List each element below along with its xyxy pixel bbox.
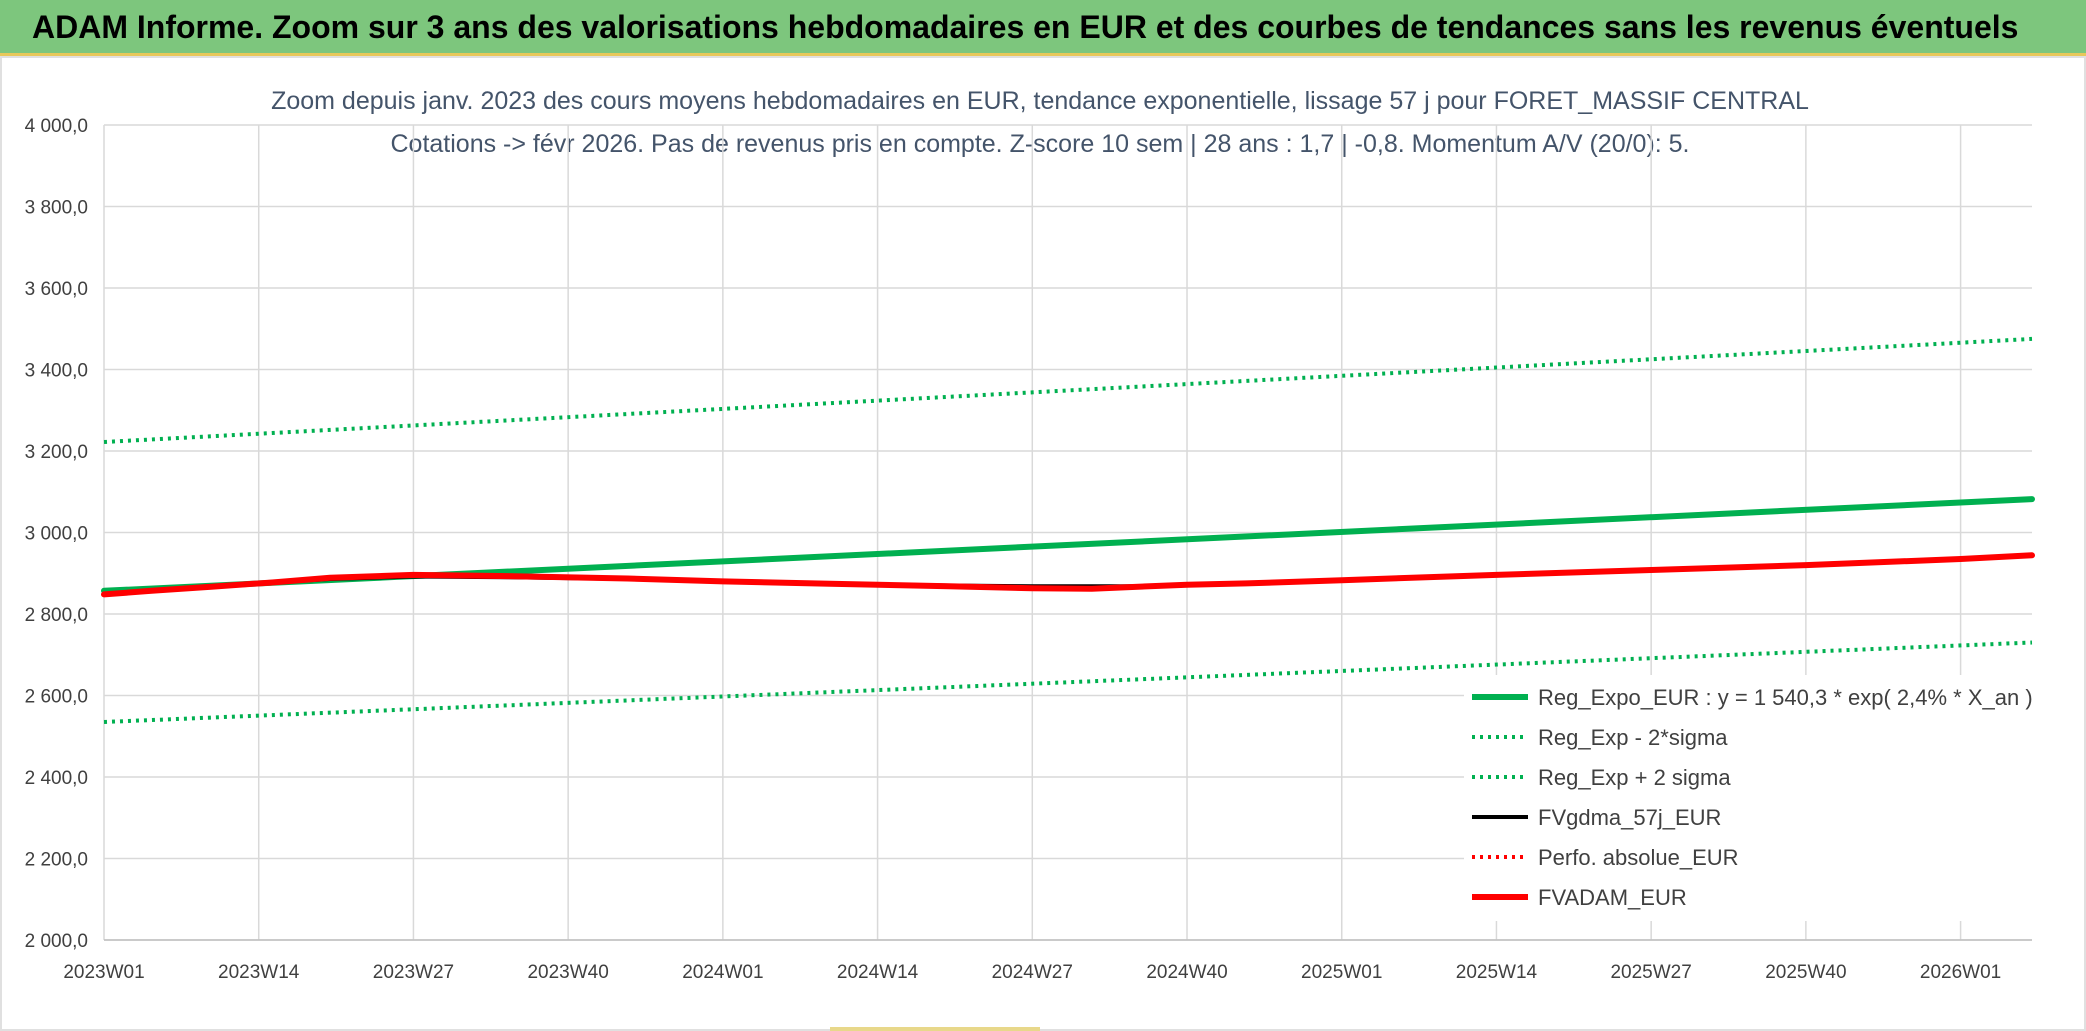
report-title: ADAM Informe. Zoom sur 3 ans des valoris… [32,9,2019,45]
x-axis-ticks: 2023W01 2023W14 2023W27 2023W40 2024W01 2024W… [63,962,2001,983]
x-tick-label: 2025W40 [1765,962,1846,983]
x-tick-label: 2025W27 [1610,962,1691,983]
y-tick-label: 3 800,0 [25,198,88,219]
legend-label: FVgdma_57j_EUR [1538,805,1721,830]
grid [103,124,2032,941]
legend-label: Reg_Exp + 2 sigma [1538,765,1731,790]
x-tick-label: 2023W27 [373,962,454,983]
y-axis-ticks: 4 000,0 3 800,0 3 600,0 3 400,0 3 200,0 3 000… [25,116,88,952]
x-tick-label: 2023W40 [527,962,608,983]
y-tick-label: 2 800,0 [25,605,88,626]
series-lines [101,336,2035,724]
y-tick-label: 3 000,0 [25,524,88,545]
x-tick-label: 2025W01 [1301,962,1382,983]
chart-frame [0,56,2086,1031]
x-tick-label: 2024W27 [992,962,1073,983]
series-line [101,552,2035,598]
x-tick-label: 2023W14 [218,962,300,983]
legend-background [1464,675,2032,921]
x-tick-label: 2023W01 [63,962,144,983]
y-tick-label: 3 400,0 [25,361,88,382]
series-line [103,336,2033,444]
y-tick-label: 2 400,0 [25,768,88,789]
y-tick-label: 2 000,0 [25,931,88,952]
report-banner: ADAM Informe. Zoom sur 3 ans des valoris… [0,0,2086,56]
footer-accent [830,1027,1040,1031]
x-tick-label: 2024W14 [837,962,919,983]
legend-label: Perfo. absolue_EUR [1538,845,1739,870]
y-tick-label: 2 200,0 [25,850,88,871]
y-tick-label: 4 000,0 [25,116,88,137]
legend-label: Reg_Exp - 2*sigma [1538,725,1728,750]
y-tick-label: 2 600,0 [25,687,88,708]
x-tick-label: 2025W14 [1456,962,1538,983]
y-tick-label: 3 600,0 [25,279,88,300]
x-tick-label: 2026W01 [1920,962,2001,983]
chart-title: Zoom depuis janv. 2023 des cours moyens … [271,87,1809,115]
x-tick-label: 2024W40 [1146,962,1227,983]
legend-label: Reg_Expo_EUR : y = 1 540,3 * exp( 2,4% *… [1538,685,2033,710]
y-tick-label: 3 200,0 [25,442,88,463]
x-tick-label: 2024W01 [682,962,763,983]
chart-subtitle: Cotations -> févr 2026. Pas de revenus p… [390,130,1689,158]
series-line [103,640,2033,724]
legend: Reg_Expo_EUR : y = 1 540,3 * exp( 2,4% *… [1464,675,2033,921]
legend-label: FVADAM_EUR [1538,885,1687,910]
